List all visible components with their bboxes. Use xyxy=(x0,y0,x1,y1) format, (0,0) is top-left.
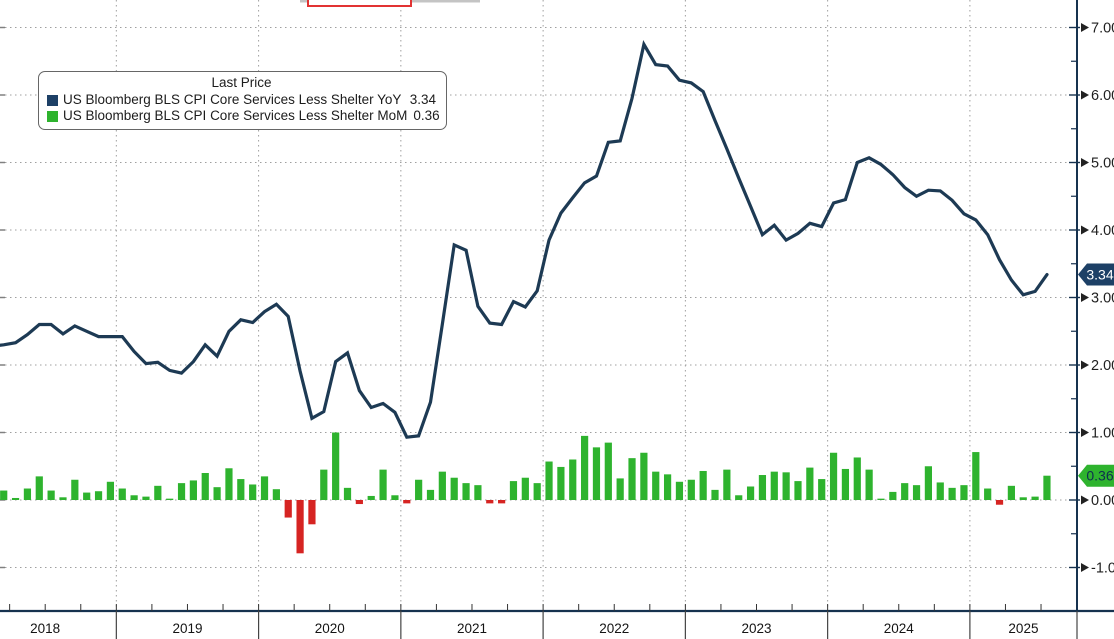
y-axis-label: 2.00 xyxy=(1091,358,1114,374)
x-axis: 2018 2019 2020 2021 2022 2023 2024 2025 xyxy=(0,604,1114,639)
x-axis-year-label: 2018 xyxy=(30,621,60,636)
legend: Last Price US Bloomberg BLS CPI Core Ser… xyxy=(38,71,447,130)
last-price-badge-yoy-value: 3.34 xyxy=(1086,267,1113,283)
yoy-line xyxy=(0,40,1049,439)
y-tick-arrow-icon xyxy=(1081,225,1089,235)
mom-series-label: US Bloomberg BLS CPI Core Services Less … xyxy=(63,108,408,123)
legend-row-yoy: US Bloomberg BLS CPI Core Services Less … xyxy=(47,92,436,108)
y-axis-label: 0.00 xyxy=(1091,493,1114,509)
mom-series-swatch-icon xyxy=(47,110,58,122)
yoy-series-swatch-icon xyxy=(47,94,58,106)
y-tick-arrow-icon xyxy=(1081,293,1089,302)
y-tick-arrow-icon xyxy=(1081,90,1089,100)
y-tick-arrow-icon xyxy=(1081,23,1089,32)
yoy-series-label: US Bloomberg BLS CPI Core Services Less … xyxy=(63,92,402,107)
y-axis-label: 3.00 xyxy=(1091,291,1114,307)
last-price-badge-mom: 0.36 xyxy=(1078,464,1114,487)
gridlines xyxy=(0,0,1077,611)
mom-last-price: 0.36 xyxy=(413,108,440,123)
y-axis-label: 7.00 xyxy=(1091,21,1114,37)
y-axis-label: 1.00 xyxy=(1091,426,1114,442)
yoy-last-price: 3.34 xyxy=(409,92,436,107)
cutoff-red-box xyxy=(307,0,412,7)
y-axis-label: -1.00 xyxy=(1091,561,1114,577)
y-tick-arrow-icon xyxy=(1081,495,1089,505)
x-axis-year-label: 2025 xyxy=(1008,621,1038,636)
y-tick-arrow-icon xyxy=(1081,428,1089,437)
y-axis-label: 6.00 xyxy=(1091,88,1114,104)
y-axis: 7.00 6.00 5.00 4.00 3.00 2.00 1.00 0.00 -1.00 xyxy=(1069,0,1114,611)
last-price-badge-mom-value: 0.36 xyxy=(1086,468,1113,484)
y-axis-label: 4.00 xyxy=(1091,223,1114,239)
x-axis-year-label: 2019 xyxy=(172,621,202,636)
last-price-badge-yoy: 3.34 xyxy=(1078,263,1114,286)
y-axis-label: 5.00 xyxy=(1091,156,1114,172)
y-tick-arrow-icon xyxy=(1081,563,1089,572)
x-axis-year-label: 2022 xyxy=(599,621,629,636)
y-tick-arrow-icon xyxy=(1081,158,1089,167)
y-tick-arrow-icon xyxy=(1081,360,1089,370)
legend-title: Last Price xyxy=(211,75,272,90)
x-axis-year-label: 2020 xyxy=(315,621,345,636)
x-axis-year-label: 2021 xyxy=(457,621,487,636)
legend-row-mom: US Bloomberg BLS CPI Core Services Less … xyxy=(47,108,440,124)
x-axis-year-label: 2024 xyxy=(884,621,915,636)
x-axis-year-label: 2023 xyxy=(741,621,771,636)
cutoff-artifact xyxy=(300,0,480,7)
mom-bars xyxy=(0,432,1051,554)
